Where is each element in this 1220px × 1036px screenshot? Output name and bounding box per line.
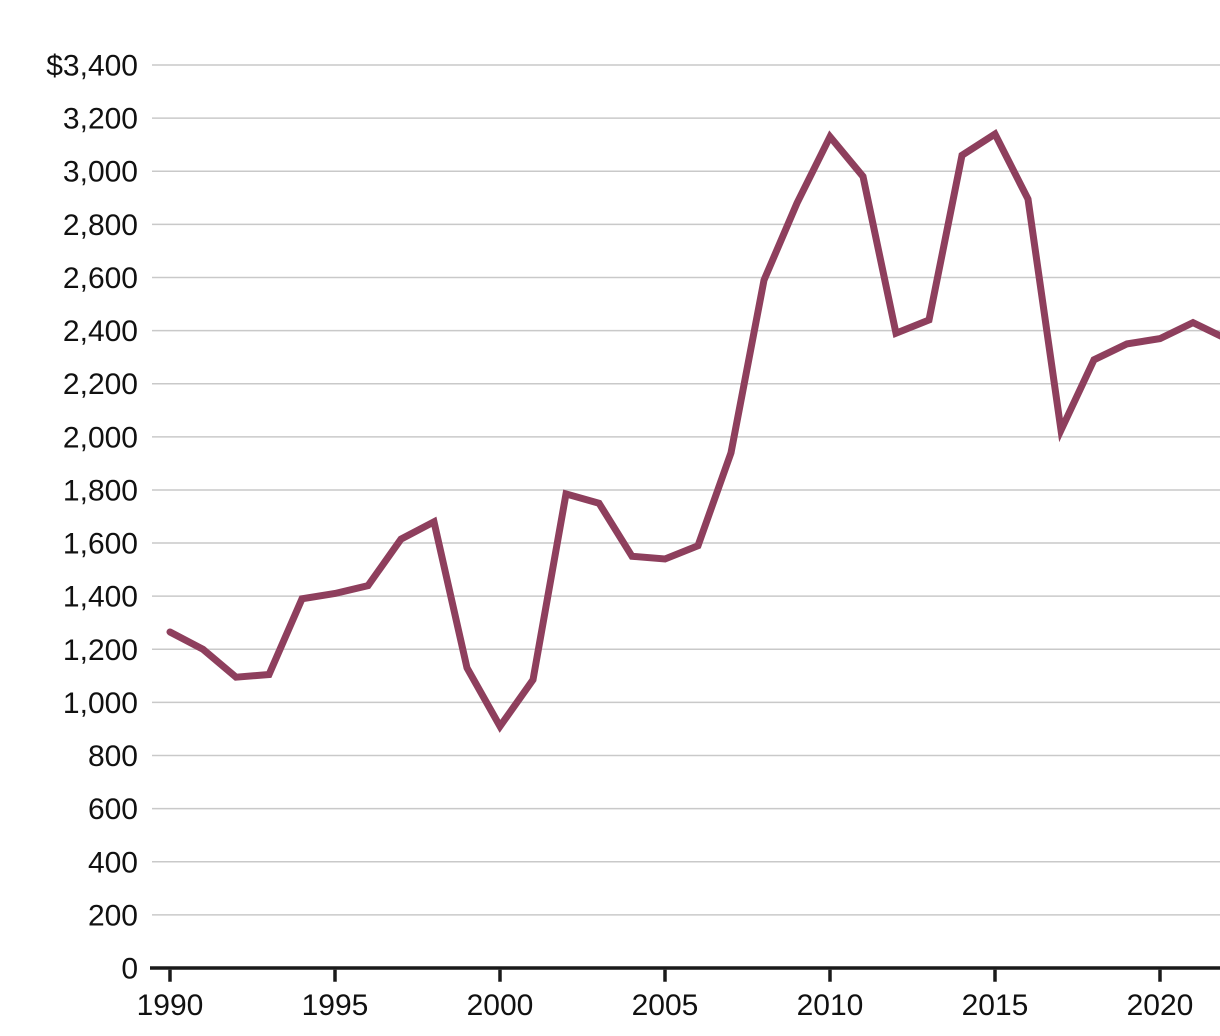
y-tick-label: 2,400 bbox=[63, 315, 138, 348]
line-chart-figure: $3,400 3,200 3,000 2,800 2,600 2,400 2,200 2,00… bbox=[40, 16, 1220, 1036]
line-chart: $3,400 3,200 3,000 2,800 2,600 2,400 2,200 2,00… bbox=[46, 50, 1220, 1022]
x-tick-label: 1990 bbox=[137, 989, 204, 1022]
y-tick-label: 2,800 bbox=[63, 209, 138, 242]
y-tick-label: 400 bbox=[88, 846, 138, 879]
x-tick-label: 2000 bbox=[467, 989, 534, 1022]
y-tick-label: 3,200 bbox=[63, 103, 138, 136]
y-tick-label: 2,000 bbox=[63, 421, 138, 454]
y-tick-label: 2,200 bbox=[63, 368, 138, 401]
x-tick-label: 2015 bbox=[962, 989, 1029, 1022]
data-line-series bbox=[166, 129, 1220, 733]
y-tick-label: $3,400 bbox=[46, 50, 138, 83]
x-tick-label: 2010 bbox=[797, 989, 864, 1022]
y-tick-label: 3,000 bbox=[63, 156, 138, 189]
y-tick-label: 2,600 bbox=[63, 262, 138, 295]
y-tick-label: 1,400 bbox=[63, 581, 138, 614]
x-tick-label: 1995 bbox=[302, 989, 369, 1022]
y-tick-label: 200 bbox=[88, 899, 138, 932]
y-tick-label: 1,800 bbox=[63, 474, 138, 507]
y-tick-label: 800 bbox=[88, 740, 138, 773]
x-tick-label: 2020 bbox=[1127, 989, 1194, 1022]
y-tick-label: 1,200 bbox=[63, 634, 138, 667]
y-tick-label: 1,600 bbox=[63, 528, 138, 561]
x-tick-label: 2005 bbox=[632, 989, 699, 1022]
y-tick-label: 600 bbox=[88, 793, 138, 826]
y-tick-label: 0 bbox=[121, 953, 138, 986]
y-tick-label: 1,000 bbox=[63, 687, 138, 720]
